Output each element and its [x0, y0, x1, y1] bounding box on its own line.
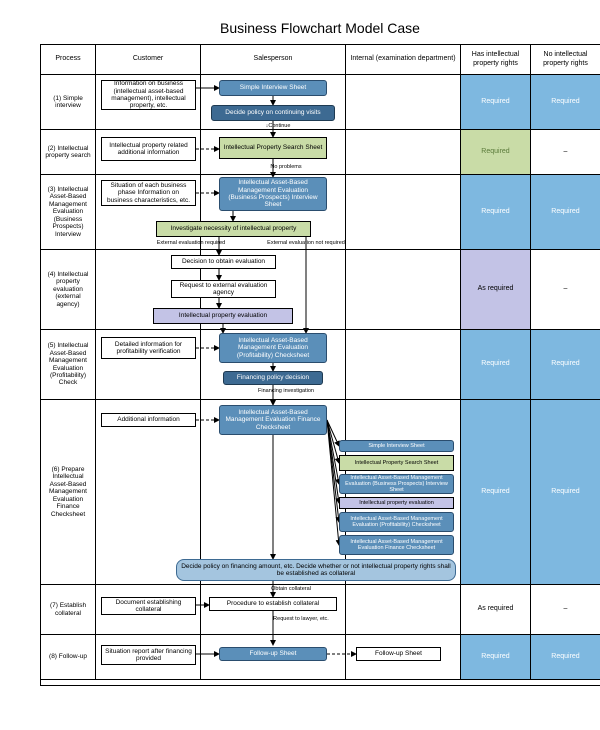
node-n10: Request to external evaluation agency	[171, 280, 276, 298]
node-n2: Simple Interview Sheet	[219, 80, 327, 96]
node-n8: Investigate necessity of intellectual pr…	[156, 221, 311, 237]
node-n15: Additional information	[101, 413, 196, 427]
col-header-customer: Customer	[96, 45, 201, 75]
col-header-has_ip: Has intellectual property rights	[461, 45, 531, 75]
node-n11: Intellectual property evaluation	[153, 308, 293, 324]
node-n16: Intellectual Asset-Based Management Eval…	[219, 405, 327, 435]
node-s6: Intellectual Asset-Based Management Eval…	[339, 535, 454, 555]
no-ip-2: –	[531, 130, 600, 175]
has-ip-4: As required	[461, 250, 531, 330]
node-lbl_law: Request to lawyer, etc.	[266, 615, 336, 623]
no-ip-8: Required	[531, 635, 600, 680]
process-label-4: (4) Intellectual property evaluation (ex…	[41, 250, 96, 330]
has-ip-7: As required	[461, 585, 531, 635]
node-dec: Decide policy on financing amount, etc. …	[176, 559, 456, 581]
node-s5: Intellectual Asset-Based Management Eval…	[339, 512, 454, 532]
col-header-no_ip: No intellectual property rights	[531, 45, 600, 75]
node-n9: Decision to obtain evaluation	[171, 255, 276, 269]
col-header-process: Process	[41, 45, 96, 75]
node-lbl_cont: ↓Continue	[253, 122, 303, 130]
no-ip-4: –	[531, 250, 600, 330]
node-n3: Decide policy on continuing visits	[211, 105, 335, 121]
has-ip-5: Required	[461, 330, 531, 400]
node-n12: Detailed information for profitability v…	[101, 337, 196, 359]
col-header-sales: Salesperson	[201, 45, 346, 75]
node-n14: Financing policy decision	[223, 371, 323, 385]
node-n7: Intellectual Asset-Based Management Eval…	[219, 177, 327, 211]
cell-internal-7	[346, 585, 461, 635]
has-ip-3: Required	[461, 175, 531, 250]
node-lbl_obt: Obtain collateral	[261, 585, 321, 593]
no-ip-3: Required	[531, 175, 600, 250]
node-lbl_ext: External evaluation required	[151, 239, 231, 247]
node-lbl_nop: No problems	[261, 163, 311, 171]
cell-customer-6	[96, 400, 201, 585]
has-ip-8: Required	[461, 635, 531, 680]
has-ip-2: Required	[461, 130, 531, 175]
chart-title: Business Flowchart Model Case	[40, 20, 600, 36]
process-label-8: (8) Follow-up	[41, 635, 96, 680]
process-label-2: (2) Intellectual property search	[41, 130, 96, 175]
col-header-internal: Internal (examination department)	[346, 45, 461, 75]
node-n21: Follow-up Sheet	[356, 647, 441, 661]
process-label-6: (6) Prepare Intellectual Asset-Based Man…	[41, 400, 96, 585]
has-ip-1: Required	[461, 75, 531, 130]
node-s3: Intellectual Asset-Based Management Eval…	[339, 474, 454, 494]
process-label-3: (3) Intellectual Asset-Based Management …	[41, 175, 96, 250]
cell-internal-2	[346, 130, 461, 175]
cell-internal-3	[346, 175, 461, 250]
process-label-7: (7) Establish collateral	[41, 585, 96, 635]
node-lbl_noext: External evaluation not required	[261, 239, 351, 247]
node-lbl_fin: Financing investigation	[251, 387, 321, 395]
no-ip-5: Required	[531, 330, 600, 400]
node-n19: Situation report after financing provide…	[101, 645, 196, 665]
cell-internal-1	[346, 75, 461, 130]
node-n5: Intellectual Property Search Sheet	[219, 137, 327, 159]
node-n17: Document establishing collateral	[101, 597, 196, 615]
node-n18: Procedure to establish collateral	[209, 597, 337, 611]
node-s4: Intellectual property evaluation	[339, 497, 454, 509]
no-ip-7: –	[531, 585, 600, 635]
no-ip-1: Required	[531, 75, 600, 130]
process-label-5: (5) Intellectual Asset-Based Management …	[41, 330, 96, 400]
flowchart-root: Business Flowchart Model Case ProcessCus…	[40, 20, 600, 710]
node-n6: Situation of each business phase Informa…	[101, 180, 196, 206]
node-n20: Follow-up Sheet	[219, 647, 327, 661]
node-s1: Simple Interview Sheet	[339, 440, 454, 452]
no-ip-6: Required	[531, 400, 600, 585]
node-n4: Intellectual property related additional…	[101, 137, 196, 161]
cell-internal-4	[346, 250, 461, 330]
node-n1: Information on business (intellectual as…	[101, 80, 196, 110]
has-ip-6: Required	[461, 400, 531, 585]
process-label-1: (1) Simple interview	[41, 75, 96, 130]
node-s2: Intellectual Property Search Sheet	[339, 455, 454, 471]
node-n13: Intellectual Asset-Based Management Eval…	[219, 333, 327, 363]
cell-internal-5	[346, 330, 461, 400]
